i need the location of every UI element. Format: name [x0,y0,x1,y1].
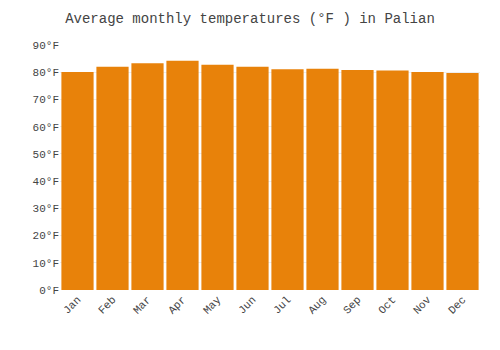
svg-text:40°F: 40°F [33,176,59,188]
svg-text:30°F: 30°F [33,203,59,215]
svg-text:10°F: 10°F [33,258,59,270]
svg-text:Nov: Nov [411,294,434,317]
svg-text:Sep: Sep [341,294,363,316]
svg-text:Apr: Apr [166,294,188,316]
svg-text:60°F: 60°F [33,122,59,134]
svg-text:Dec: Dec [446,294,468,316]
svg-text:Mar: Mar [131,294,153,316]
svg-text:Jan: Jan [61,294,83,316]
svg-text:Average monthly temperatures (: Average monthly temperatures (°F ) in Pa… [65,11,435,27]
svg-text:80°F: 80°F [33,67,59,79]
svg-text:Feb: Feb [96,294,118,316]
svg-text:20°F: 20°F [33,230,59,242]
svg-text:90°F: 90°F [33,40,59,52]
svg-text:70°F: 70°F [33,94,59,106]
svg-text:May: May [201,294,224,317]
svg-text:Jun: Jun [236,294,258,316]
svg-text:Oct: Oct [376,294,398,316]
svg-text:50°F: 50°F [33,149,59,161]
svg-text:Aug: Aug [306,294,328,316]
svg-text:Jul: Jul [271,294,293,316]
svg-text:0°F: 0°F [39,285,59,297]
